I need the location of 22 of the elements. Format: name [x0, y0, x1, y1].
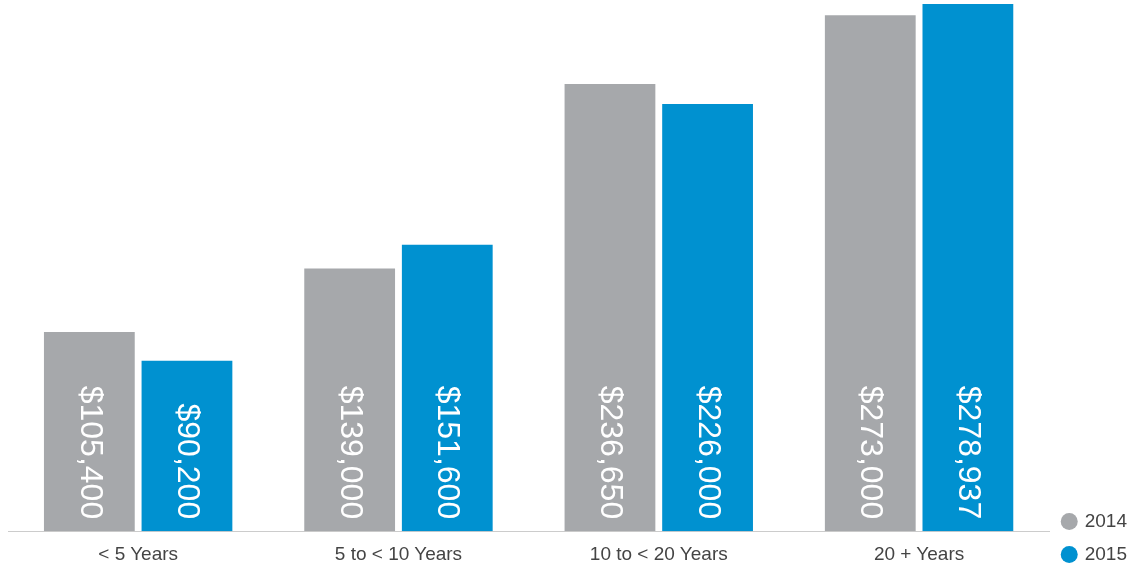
data-label: $151,600 — [431, 385, 468, 520]
bar — [141, 360, 233, 532]
data-label: $226,000 — [691, 385, 728, 520]
bar — [662, 104, 753, 532]
bar — [304, 268, 396, 532]
x-tick-label: 5 to < 10 Years — [334, 542, 463, 564]
bar — [564, 83, 656, 532]
bar — [43, 331, 135, 532]
data-label: $105,400 — [73, 385, 110, 520]
data-label: $139,000 — [333, 385, 370, 520]
data-label: $278,937 — [952, 385, 989, 520]
legend-label: 2014 — [1084, 509, 1128, 531]
data-label: $273,000 — [854, 385, 891, 520]
bar — [922, 4, 1014, 532]
bar — [401, 244, 493, 532]
data-label: $236,650 — [594, 385, 631, 520]
x-tick-label: 10 to < 20 Years — [589, 542, 728, 564]
data-label: $90,200 — [171, 403, 208, 520]
x-tick-label: 20 + Years — [873, 542, 965, 564]
x-tick-label: < 5 Years — [98, 542, 179, 564]
bar — [824, 15, 916, 532]
legend-label: 2015 — [1084, 542, 1128, 564]
